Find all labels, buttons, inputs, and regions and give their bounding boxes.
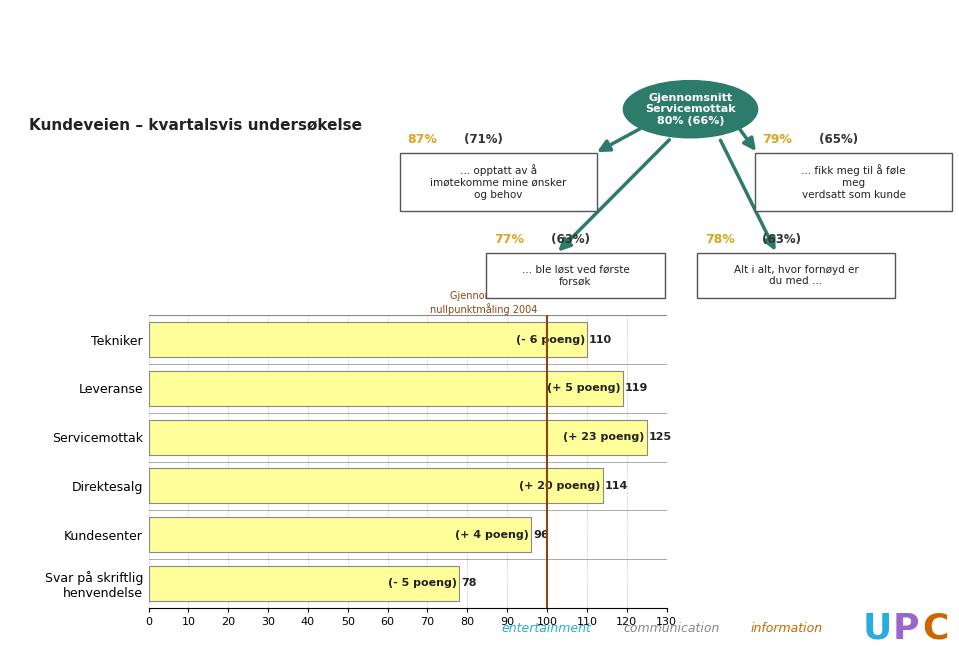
FancyBboxPatch shape <box>697 253 895 298</box>
Text: (- 5 poeng): (- 5 poeng) <box>388 578 457 588</box>
Bar <box>149 468 603 503</box>
Bar <box>149 566 459 601</box>
Text: information: information <box>750 623 823 636</box>
Bar <box>149 517 531 552</box>
Text: (63%): (63%) <box>547 233 590 246</box>
Text: Gjennomsnitt
Servicemottak
80% (66%): Gjennomsnitt Servicemottak 80% (66%) <box>645 92 736 126</box>
FancyBboxPatch shape <box>400 153 597 211</box>
FancyBboxPatch shape <box>755 153 952 211</box>
Text: (65%): (65%) <box>815 133 858 146</box>
Text: 78%: 78% <box>705 233 735 246</box>
Text: P: P <box>893 612 920 646</box>
Text: 77%: 77% <box>494 233 524 246</box>
Text: (+ 20 poeng): (+ 20 poeng) <box>520 481 600 491</box>
Text: U: U <box>863 612 892 646</box>
Text: Kundeveien & Kunderelasjonsprosessene: Kundeveien & Kunderelasjonsprosessene <box>19 16 572 40</box>
Text: Gjennomsnitt ved
nullpunktmåling 2004: Gjennomsnitt ved nullpunktmåling 2004 <box>430 291 537 315</box>
Text: ... ble løst ved første
forsøk: ... ble løst ved første forsøk <box>522 265 629 287</box>
Text: 114: 114 <box>605 481 628 491</box>
Bar <box>149 370 622 406</box>
Text: ... opptatt av å
imøtekomme mine ønsker
og behov: ... opptatt av å imøtekomme mine ønsker … <box>431 164 567 200</box>
Text: (63%): (63%) <box>758 233 801 246</box>
Text: entertainment: entertainment <box>502 623 592 636</box>
Text: (+ 23 poeng): (+ 23 poeng) <box>563 432 644 442</box>
Bar <box>149 322 587 358</box>
Ellipse shape <box>623 81 758 138</box>
Text: 87%: 87% <box>408 133 437 146</box>
Text: 125: 125 <box>648 432 671 442</box>
Text: ... fikk meg til å føle
meg
verdsatt som kunde: ... fikk meg til å føle meg verdsatt som… <box>802 164 905 200</box>
Text: 79%: 79% <box>762 133 792 146</box>
Text: (+ 5 poeng): (+ 5 poeng) <box>547 384 620 393</box>
Text: Kundeveien – kvartalsvis undersøkelse: Kundeveien – kvartalsvis undersøkelse <box>29 117 362 133</box>
Text: (71%): (71%) <box>460 133 503 146</box>
Text: 119: 119 <box>624 384 648 393</box>
FancyBboxPatch shape <box>486 253 665 298</box>
Text: 110: 110 <box>589 335 612 344</box>
Bar <box>149 420 646 455</box>
Text: C: C <box>922 612 948 646</box>
Text: (- 6 poeng): (- 6 poeng) <box>516 335 585 344</box>
Text: (+ 4 poeng): (+ 4 poeng) <box>456 530 529 540</box>
Text: 96: 96 <box>533 530 549 540</box>
Text: 78: 78 <box>461 578 477 588</box>
Text: communication: communication <box>623 623 719 636</box>
Text: Alt i alt, hvor fornøyd er
du med …: Alt i alt, hvor fornøyd er du med … <box>734 265 858 287</box>
